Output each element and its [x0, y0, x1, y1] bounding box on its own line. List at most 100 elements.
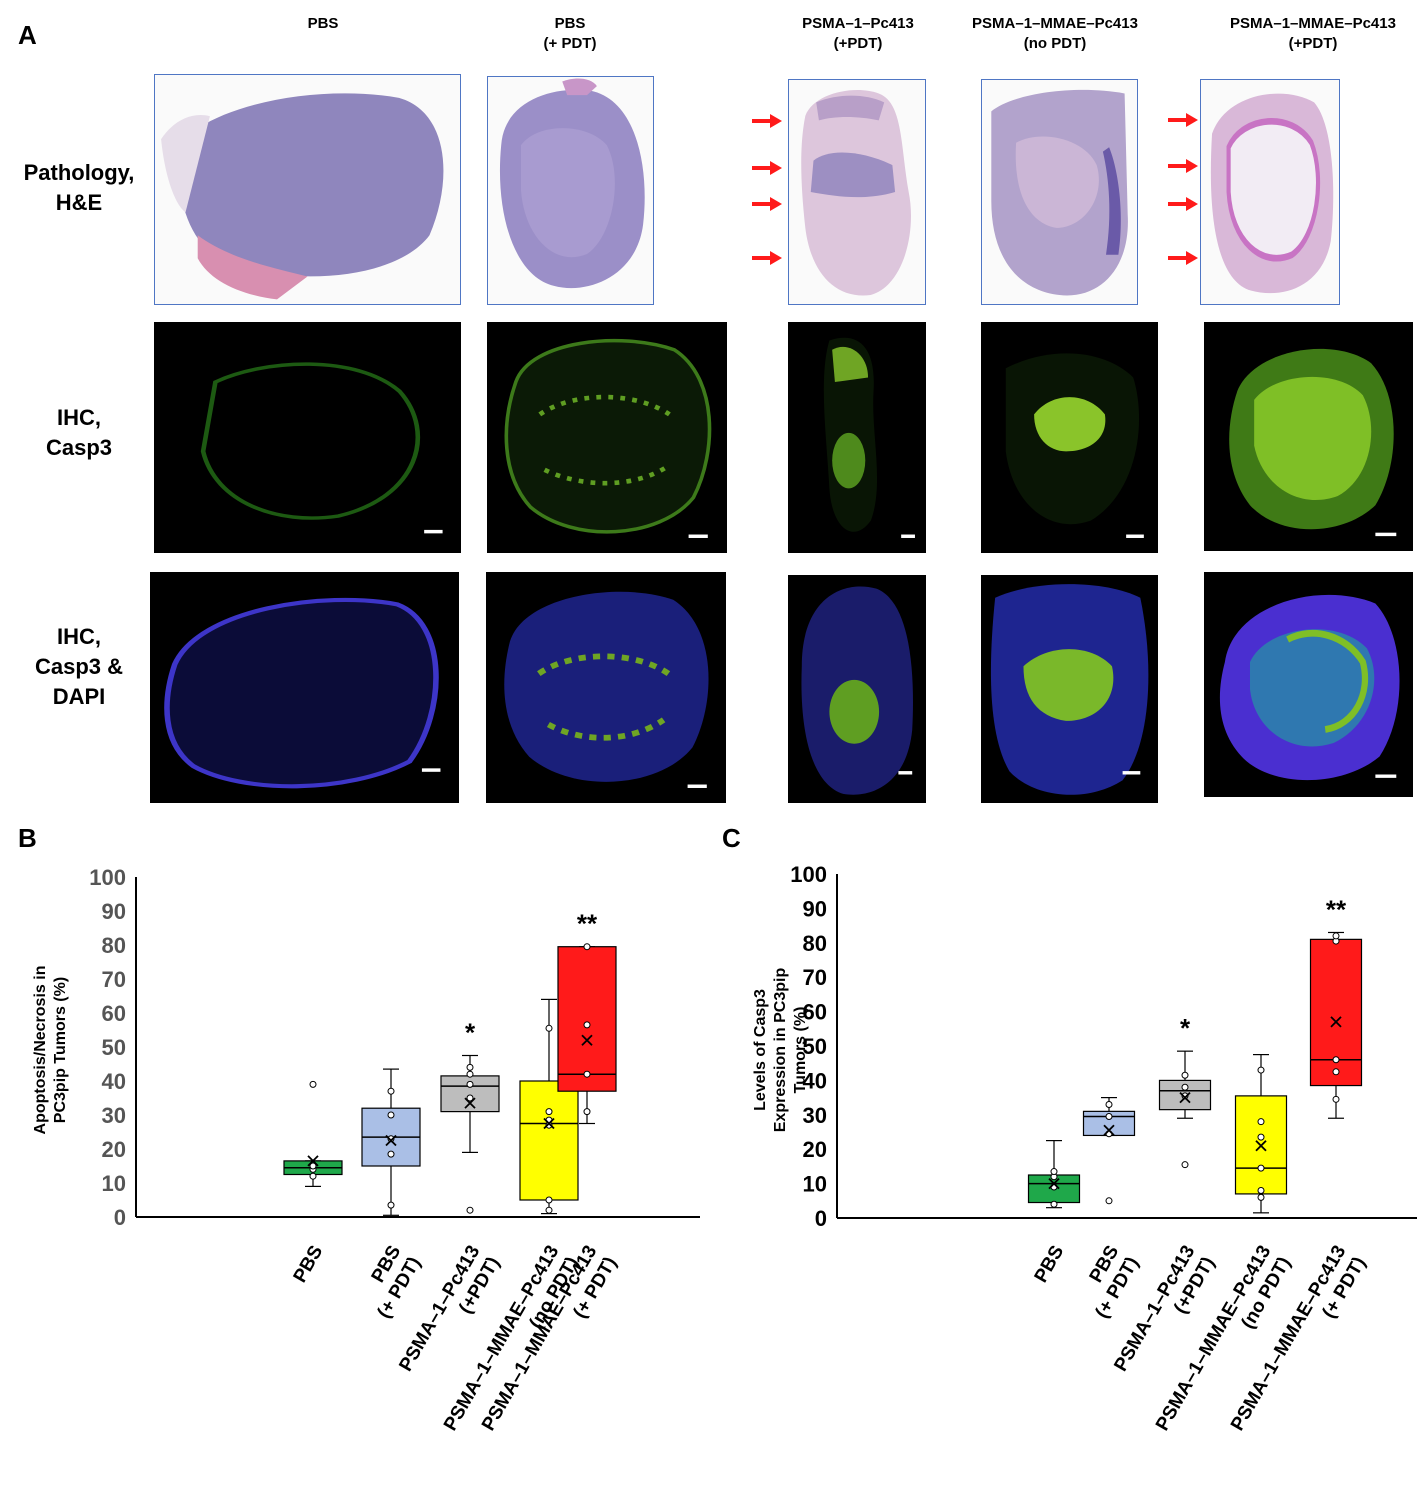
column-header-psma-pc413-pdt: PSMA–1–Pc413 (+PDT): [802, 15, 914, 52]
casp3-dapi-image-pbs: [150, 572, 459, 803]
column-header-psma-mmae-no-pdt: PSMA–1–MMAE–Pc413 (no PDT): [972, 15, 1138, 52]
box-3: [519, 1080, 579, 1201]
data-point: [466, 1094, 474, 1102]
y-tick-label: 40: [102, 1069, 126, 1094]
data-point: [545, 1024, 553, 1032]
y-tick-label: 70: [102, 967, 126, 992]
data-point: [545, 1206, 553, 1214]
y-tick-label: 90: [803, 896, 827, 921]
y-tick-label: 30: [803, 1103, 827, 1128]
red-arrow-icon: [752, 197, 782, 211]
y-tick-label: 100: [790, 862, 827, 887]
y-tick-label: 50: [803, 1034, 827, 1059]
panel-label-c: C: [722, 823, 741, 853]
y-tick-label: 30: [102, 1103, 126, 1128]
casp3-dapi-image-pbs-pdt: [486, 572, 726, 803]
data-point: [1257, 1133, 1265, 1141]
box-4: [557, 946, 617, 1092]
casp3-image-psma-mmae-no-pdt: [981, 322, 1158, 553]
y-tick-label: 20: [803, 1137, 827, 1162]
he-image-psma-mmae-no-pdt: [981, 79, 1138, 305]
significance-label: *: [465, 1018, 476, 1048]
data-point: [545, 1196, 553, 1204]
data-point: [387, 1111, 395, 1119]
casp3-dapi-image-psma-mmae-no-pdt: [981, 575, 1158, 803]
y-axis-label: Levels of Casp3 Expression in PC3pip Tumor…: [752, 968, 809, 1133]
y-axis-label: Apoptosis/Necrosis in PC3pip Tumors (%): [32, 966, 69, 1135]
panel-label-a: A: [18, 20, 37, 50]
x-tick-label: PBS: [290, 1242, 328, 1286]
column-header-psma-mmae-pdt: PSMA–1–MMAE–Pc413 (+PDT): [1230, 15, 1396, 52]
panel-label-b: B: [18, 823, 37, 853]
data-point: [1181, 1071, 1189, 1079]
data-point: [1105, 1100, 1113, 1108]
data-point: [466, 1206, 474, 1214]
data-point: [1332, 1068, 1340, 1076]
red-arrow-icon: [1168, 251, 1198, 265]
red-arrow-icon: [752, 251, 782, 265]
data-point: [1105, 1197, 1113, 1205]
y-tick-label: 10: [102, 1171, 126, 1196]
box-4: [1309, 938, 1363, 1087]
y-tick-label: 0: [815, 1206, 827, 1231]
mean-marker: [464, 1097, 476, 1109]
chart-casp3-expression: 0 10 20 30 40 50 60 70 80 90 100 Levels of Casp3 Exp…: [752, 862, 1417, 1435]
chart-apoptosis-necrosis: 0 10 20 30 40 50 60 70 80 90 100 Apoptosis/Necrosis…: [32, 865, 700, 1435]
data-point: [1257, 1186, 1265, 1194]
mean-marker: [1048, 1177, 1060, 1190]
mean-marker: [1330, 1016, 1342, 1028]
data-point: [1181, 1083, 1189, 1091]
data-point: [583, 943, 591, 951]
casp3-image-psma-mmae-pdt: [1204, 322, 1413, 551]
data-point: [1257, 1193, 1265, 1201]
he-image-psma-mmae-pdt: [1200, 79, 1340, 305]
data-point: [1332, 1095, 1340, 1103]
y-tick-label: 70: [803, 965, 827, 990]
data-point: [1050, 1168, 1058, 1176]
mean-marker: [543, 1117, 555, 1130]
data-point: [1332, 1056, 1340, 1064]
data-point: [545, 1108, 553, 1116]
y-tick-label: 60: [803, 1000, 827, 1025]
data-point: [387, 1135, 395, 1143]
y-tick-label: 20: [102, 1137, 126, 1162]
red-arrow-icon: [1168, 159, 1198, 173]
y-tick-label: 90: [102, 899, 126, 924]
data-point: [387, 1201, 395, 1209]
data-point: [1332, 932, 1340, 940]
mean-marker: [307, 1155, 319, 1167]
data-point: [466, 1080, 474, 1088]
data-point: [1257, 1118, 1265, 1126]
data-point: [309, 1162, 317, 1170]
data-point: [309, 1172, 317, 1180]
data-point: [387, 1150, 395, 1158]
y-tick-label: 100: [89, 865, 126, 890]
casp3-dapi-image-psma-mmae-pdt: [1204, 572, 1413, 797]
data-point: [583, 1070, 591, 1078]
significance-label: **: [1326, 894, 1347, 924]
mean-marker: [1255, 1140, 1267, 1152]
row-label-casp3: IHC, Casp3: [45, 405, 113, 460]
mean-marker: [1103, 1124, 1115, 1136]
red-arrow-icon: [1168, 197, 1198, 211]
y-tick-label: 0: [114, 1205, 126, 1230]
he-image-pbs-pdt: [487, 76, 654, 305]
y-tick-label: 80: [102, 933, 126, 958]
column-header-pbs: PBS: [307, 15, 339, 32]
mean-marker: [581, 1034, 593, 1046]
mean-marker: [385, 1134, 397, 1147]
x-tick-label: PBS(+ PDT): [354, 1242, 426, 1322]
data-point: [583, 1021, 591, 1029]
data-point: [1181, 1092, 1189, 1100]
he-image-psma-pc413-pdt: [788, 79, 926, 305]
data-point: [1181, 1161, 1189, 1169]
data-point: [1105, 1113, 1113, 1121]
data-point: [387, 1087, 395, 1095]
y-tick-label: 10: [803, 1172, 827, 1197]
he-image-pbs: [154, 74, 461, 305]
column-header-pbs-pdt: PBS (+ PDT): [543, 15, 597, 52]
data-point: [309, 1080, 317, 1088]
data-point: [466, 1070, 474, 1078]
significance-label: **: [577, 909, 598, 939]
data-point: [1050, 1200, 1058, 1208]
